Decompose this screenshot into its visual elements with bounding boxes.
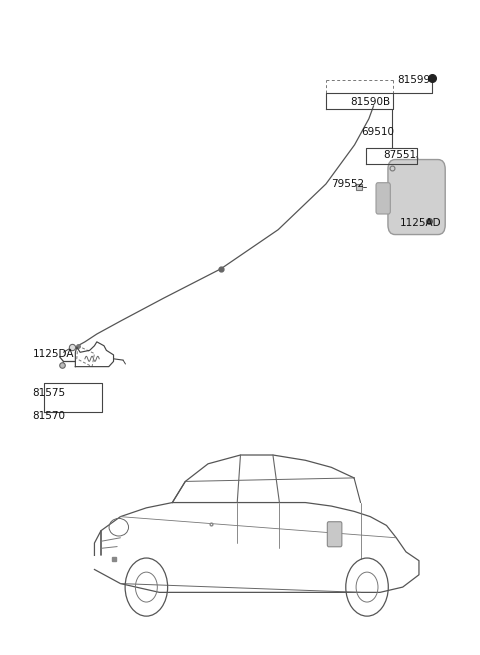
Text: 81570: 81570: [33, 411, 65, 421]
Text: 81599: 81599: [397, 75, 431, 84]
Text: 81575: 81575: [33, 388, 66, 398]
FancyBboxPatch shape: [376, 183, 390, 214]
Text: 79552: 79552: [331, 179, 364, 189]
Text: 69510: 69510: [362, 127, 395, 137]
FancyBboxPatch shape: [388, 160, 445, 234]
FancyBboxPatch shape: [327, 522, 342, 547]
Text: 1125DA: 1125DA: [33, 348, 74, 358]
Text: 87551: 87551: [383, 149, 416, 160]
Text: 81590B: 81590B: [350, 98, 390, 107]
Text: 1125AD: 1125AD: [400, 218, 442, 228]
